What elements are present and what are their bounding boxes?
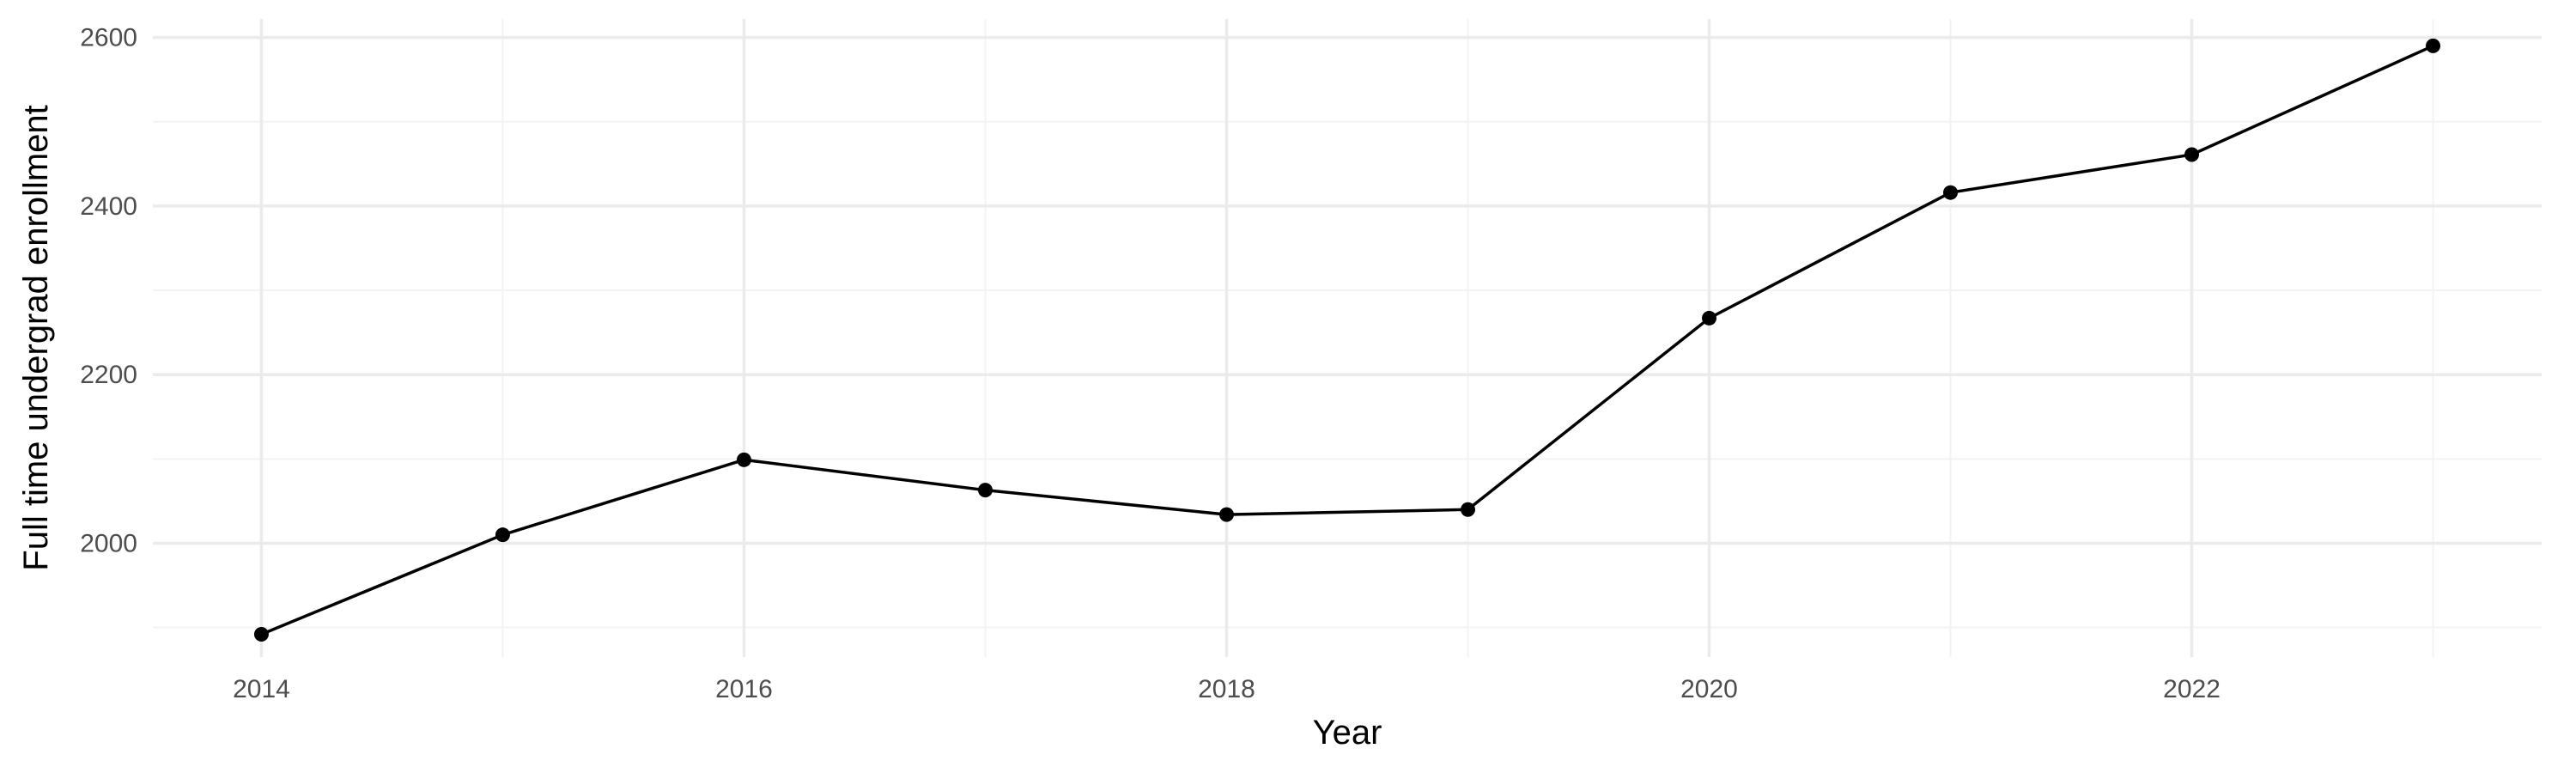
x-tick-label: 2016 [715, 675, 773, 703]
data-point [1461, 502, 1476, 517]
x-tick-label: 2014 [233, 675, 290, 703]
x-axis-title: Year [1313, 714, 1382, 752]
x-axis-ticks: 2014 2016 2018 2020 2022 [233, 675, 2221, 703]
data-point [1702, 310, 1717, 326]
series-layer [253, 38, 2441, 642]
y-tick-label: 2400 [80, 192, 137, 221]
data-point [495, 527, 510, 543]
x-tick-label: 2020 [1680, 675, 1738, 703]
data-point [2426, 38, 2441, 53]
data-point [253, 626, 269, 642]
x-tick-label: 2018 [1198, 675, 1255, 703]
y-tick-label: 2600 [80, 24, 137, 52]
y-tick-label: 2000 [80, 529, 137, 557]
y-axis-ticks: 2000 2200 2400 2600 [80, 24, 137, 558]
data-point [977, 483, 993, 498]
y-tick-label: 2200 [80, 361, 137, 389]
data-point [1943, 185, 1959, 200]
x-tick-label: 2022 [2163, 675, 2221, 703]
grid [153, 19, 2542, 657]
series-line [260, 44, 2434, 636]
data-point [2184, 147, 2200, 162]
data-point [736, 452, 751, 467]
data-point [1218, 507, 1234, 522]
y-axis-title: Full time undergrad enrollment [17, 105, 55, 570]
